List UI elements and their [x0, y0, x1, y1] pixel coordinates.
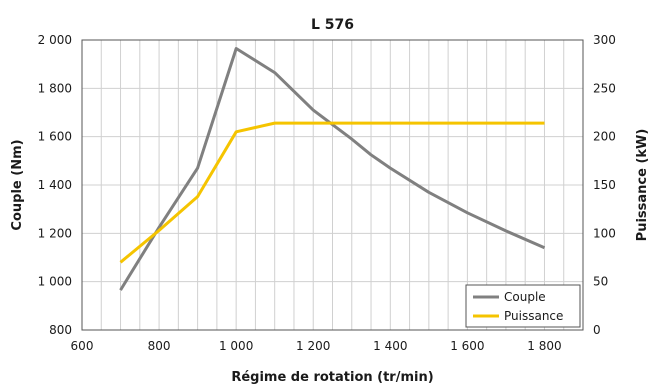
y-left-tick-label: 1 000	[38, 275, 72, 289]
y-left-tick-label: 800	[49, 323, 72, 337]
chart-title: L 576	[311, 17, 354, 33]
legend-label-couple: Couple	[504, 290, 546, 304]
y-left-axis-label: Couple (Nm)	[10, 139, 25, 230]
x-tick-label: 1 200	[296, 339, 330, 353]
x-tick-label: 1 400	[373, 339, 407, 353]
y-right-tick-label: 0	[593, 323, 601, 337]
series-line-couple	[119, 47, 546, 291]
x-tick-label: 600	[71, 339, 94, 353]
series-layer	[119, 47, 546, 291]
y-right-tick-label: 200	[593, 130, 616, 144]
x-tick-label: 1 000	[219, 339, 253, 353]
y-left-axis-ticks: 800 1 000 1 200 1 400 1 600 1 800 2 000	[38, 33, 72, 337]
y-right-axis-ticks: 0 50 100 150 200 250 300	[593, 33, 616, 337]
y-right-tick-label: 150	[593, 178, 616, 192]
x-tick-label: 1 800	[527, 339, 561, 353]
legend: Couple Puissance	[465, 284, 581, 328]
plot-area-frame	[81, 39, 584, 331]
y-right-tick-label: 300	[593, 33, 616, 47]
legend-box	[465, 284, 581, 328]
x-axis-ticks: 600 800 1 000 1 200 1 400 1 600 1 800	[71, 339, 562, 353]
x-tick-label: 800	[148, 339, 171, 353]
y-right-axis-label: Puissance (kW)	[635, 129, 650, 242]
grid-lines	[82, 40, 583, 330]
series-line-puissance	[119, 121, 545, 264]
y-left-tick-label: 1 200	[38, 226, 72, 240]
legend-label-puissance: Puissance	[504, 309, 563, 323]
y-right-tick-label: 50	[593, 275, 608, 289]
x-tick-label: 1 600	[450, 339, 484, 353]
y-right-tick-label: 250	[593, 81, 616, 95]
y-left-tick-label: 1 600	[38, 130, 72, 144]
x-axis-label: Régime de rotation (tr/min)	[231, 370, 433, 385]
y-right-tick-label: 100	[593, 226, 616, 240]
y-left-tick-label: 1 400	[38, 178, 72, 192]
y-left-tick-label: 1 800	[38, 81, 72, 95]
y-left-tick-label: 2 000	[38, 33, 72, 47]
